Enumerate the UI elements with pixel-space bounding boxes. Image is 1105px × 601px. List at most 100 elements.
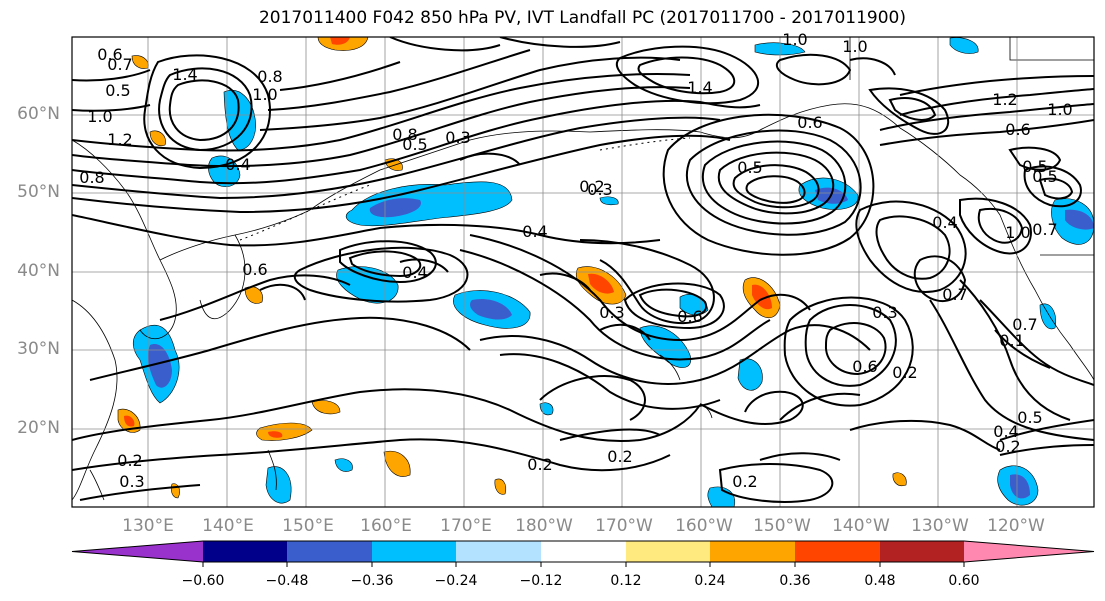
map-frame xyxy=(71,36,1095,508)
lon-label: 120°W xyxy=(987,516,1045,536)
lat-label: 30°N xyxy=(17,339,60,359)
negative-region xyxy=(334,458,353,472)
contour-label: 0.5 xyxy=(105,81,130,100)
positive-region xyxy=(268,431,283,438)
colorbar-tick-label: −0.48 xyxy=(265,573,309,589)
lat-label: 40°N xyxy=(17,261,60,281)
colorbar-tick-label: −0.12 xyxy=(519,573,563,589)
contour-label: 0.7 xyxy=(107,55,132,74)
contour-label: 0.4 xyxy=(522,222,547,241)
negative-region xyxy=(949,37,979,54)
contour-label: 0.4 xyxy=(225,155,250,174)
contour-label: 0.2 xyxy=(117,451,142,470)
positive-region xyxy=(256,422,313,441)
colorbar-tick-label: 0.12 xyxy=(610,573,642,589)
colorbar-segment xyxy=(372,541,456,562)
negative-region xyxy=(223,90,256,151)
positive-region xyxy=(892,472,907,487)
contour-label: 0.2 xyxy=(732,472,757,491)
contour-label: 0.2 xyxy=(527,455,552,474)
negative-region xyxy=(639,325,692,368)
colorbar-tick-label: 0.36 xyxy=(779,573,811,589)
positive-region xyxy=(383,450,411,477)
graticule xyxy=(72,37,1094,507)
colorbar-tick-label: 0.48 xyxy=(864,573,896,589)
dateline-dots xyxy=(239,137,691,241)
contour-label: 1.0 xyxy=(1047,100,1072,119)
lon-label: 130°W xyxy=(911,516,969,536)
contour-label: 1.0 xyxy=(252,85,277,104)
contour-label: 0.7 xyxy=(1032,220,1057,239)
contour-label: 0.4 xyxy=(402,263,427,282)
lon-label: 170°W xyxy=(595,516,653,536)
lon-label: 160°E xyxy=(360,516,412,536)
contour-label: 1.0 xyxy=(87,107,112,126)
colorbar-segment xyxy=(795,541,880,562)
lon-label: 140°E xyxy=(202,516,254,536)
positive-region xyxy=(124,415,135,427)
colorbar-tick-label: 0.24 xyxy=(694,573,726,589)
colorbar-tick-label: −0.24 xyxy=(434,573,478,589)
contour-label: 1.4 xyxy=(172,65,197,84)
contour-label: 0.2 xyxy=(607,447,632,466)
contour-label: 0.4 xyxy=(932,213,957,232)
contour-label: 1.0 xyxy=(842,37,867,56)
contour-label: 0.8 xyxy=(79,168,104,187)
positive-region xyxy=(494,478,507,495)
contour-label: 1.2 xyxy=(992,90,1017,109)
lon-label: 140°W xyxy=(832,516,890,536)
negative-region xyxy=(147,344,172,388)
contour-label: 0.1 xyxy=(999,331,1024,350)
contour-label: 0.3 xyxy=(445,128,470,147)
contour-label: 0.3 xyxy=(119,472,144,491)
lon-label: 130°E xyxy=(122,516,174,536)
contour-label: 0.2 xyxy=(995,437,1020,456)
colorbar-segment xyxy=(456,541,541,562)
colorbar-tick-label: −0.60 xyxy=(181,573,225,589)
contour-label: 0.2 xyxy=(579,177,604,196)
positive-region xyxy=(131,55,149,69)
contour-label: 0.5 xyxy=(402,135,427,154)
contour-label: 0.6 xyxy=(1005,120,1030,139)
negative-region xyxy=(369,198,421,218)
colorbar-segment xyxy=(287,541,372,562)
lon-label: 150°W xyxy=(753,516,811,536)
pv-contours xyxy=(72,37,1094,503)
contour-label-layer: 0.71.4 0.81.00.60.51.20.81.00.40.5 0.30.80… xyxy=(79,30,1072,491)
contour-label: 0.7 xyxy=(942,285,967,304)
colorbar-segment xyxy=(626,541,710,562)
contour-label: 0.5 xyxy=(1017,408,1042,427)
negative-region xyxy=(470,298,512,320)
colorbar-extend-high xyxy=(964,541,1094,562)
shaded-anomaly-regions xyxy=(117,37,1094,507)
contour-label: 1.0 xyxy=(1005,223,1030,242)
contour-label: 0.8 xyxy=(257,67,282,86)
contour-label: 0.2 xyxy=(892,363,917,382)
contour-label: 0.4 xyxy=(993,422,1018,441)
lat-label: 20°N xyxy=(17,418,60,438)
negative-region xyxy=(1039,303,1056,330)
contour-label: 0.6 xyxy=(797,113,822,132)
contour-label: 0.3 xyxy=(872,303,897,322)
contour-label: 0.3 xyxy=(587,180,612,199)
positive-region xyxy=(588,273,614,294)
negative-region xyxy=(539,402,554,416)
lat-label: 60°N xyxy=(17,104,60,124)
contour-label: 1.0 xyxy=(782,30,807,49)
negative-region xyxy=(1065,209,1094,230)
contour-label: 0.5 xyxy=(737,158,762,177)
positive-region xyxy=(330,37,350,45)
colorbar-extend-low xyxy=(72,541,203,562)
colorbar-segment xyxy=(203,541,287,562)
contour-label: 0.5 xyxy=(1022,157,1047,176)
contour-label: 0.6 xyxy=(242,260,267,279)
lon-label: 180°W xyxy=(515,516,573,536)
contour-label: 0.6 xyxy=(97,45,122,64)
lon-label: 170°E xyxy=(440,516,492,536)
map-title: 2017011400 F042 850 hPa PV, IVT Landfall… xyxy=(258,8,906,28)
positive-region xyxy=(311,400,341,415)
positive-region xyxy=(149,130,166,147)
negative-region xyxy=(599,196,619,206)
negative-region xyxy=(737,358,763,391)
